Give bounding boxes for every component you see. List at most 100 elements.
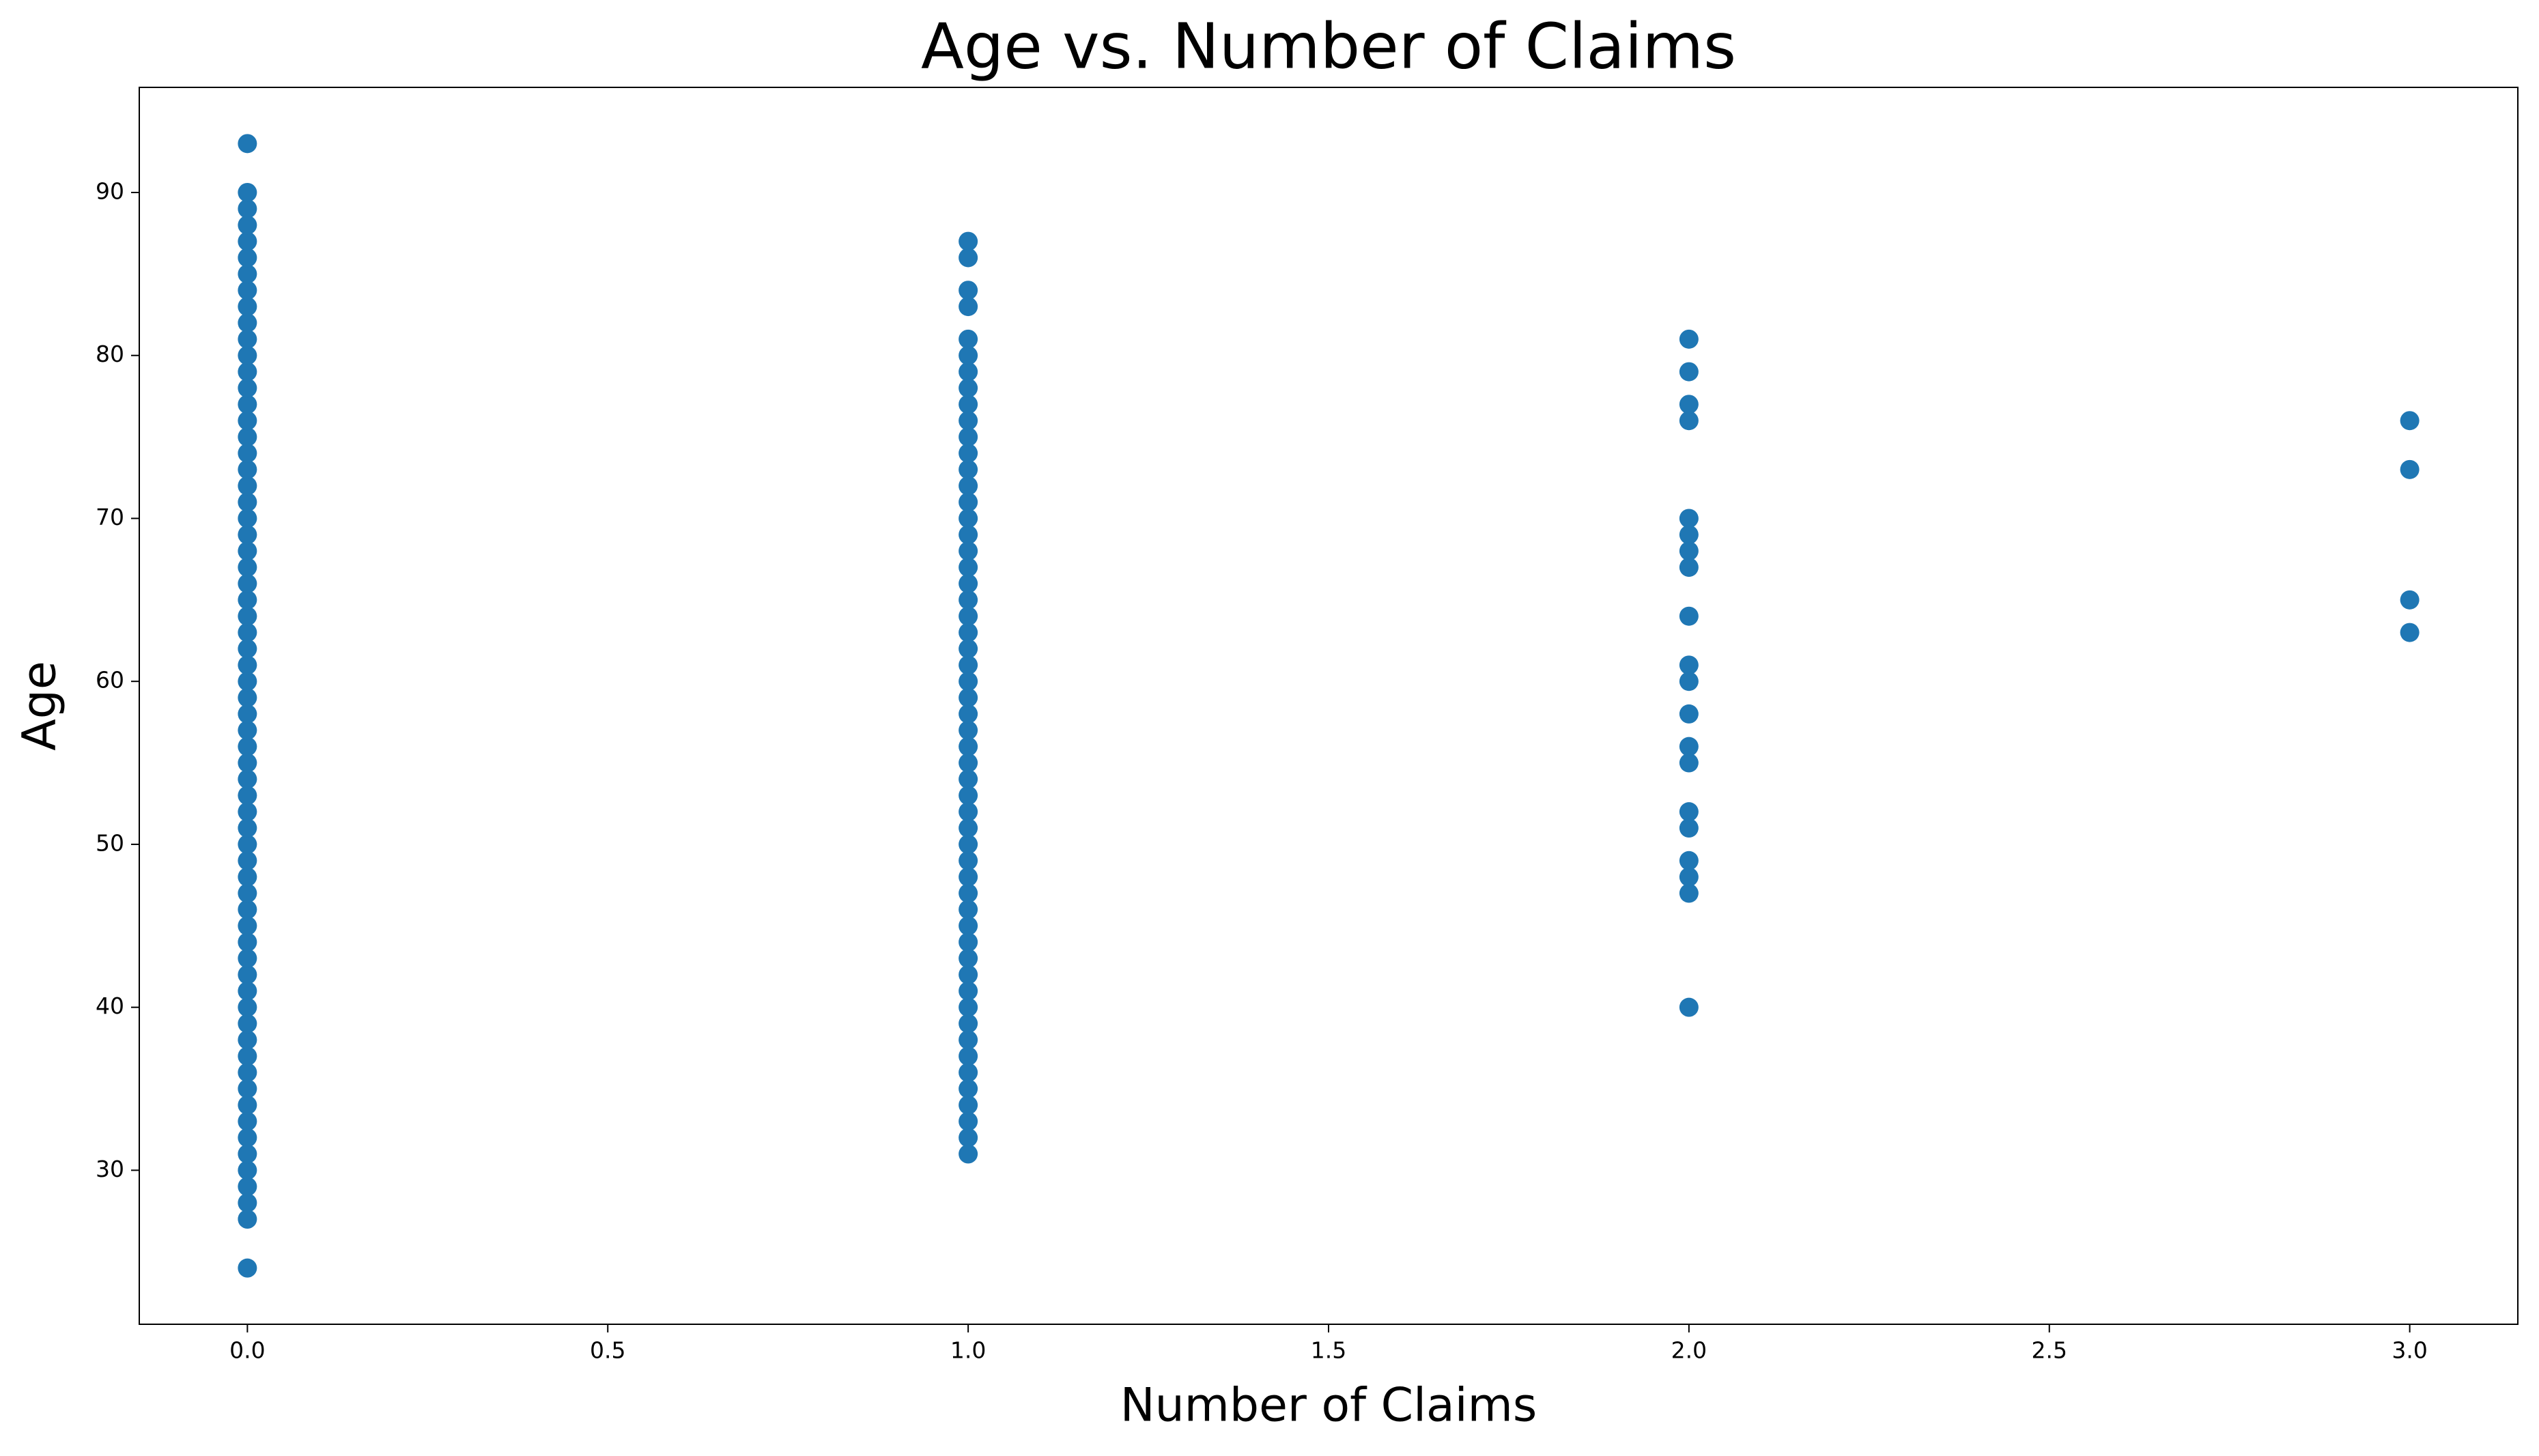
scatter-point: [959, 411, 978, 431]
scatter-point: [238, 525, 257, 545]
scatter-point: [238, 1030, 257, 1050]
scatter-point: [959, 558, 978, 577]
scatter-point: [238, 215, 257, 235]
scatter-point: [959, 623, 978, 642]
scatter-point: [959, 345, 978, 365]
scatter-point: [238, 1128, 257, 1147]
x-tick-label: 0.5: [590, 1337, 625, 1364]
scatter-point: [959, 492, 978, 512]
y-tick-label: 80: [96, 341, 124, 367]
y-tick-label: 30: [96, 1156, 124, 1182]
scatter-point: [238, 834, 257, 854]
scatter-point: [959, 1063, 978, 1083]
scatter-point: [959, 769, 978, 789]
scatter-point: [959, 720, 978, 740]
scatter-point: [238, 965, 257, 984]
scatter-point: [238, 182, 257, 202]
scatter-point: [1679, 395, 1699, 414]
scatter-point: [1679, 867, 1699, 887]
scatter-point: [1679, 997, 1699, 1017]
scatter-point: [238, 851, 257, 870]
scatter-point: [238, 541, 257, 561]
scatter-point: [238, 1111, 257, 1131]
scatter-point: [1679, 753, 1699, 773]
scatter-point: [1679, 802, 1699, 822]
scatter-point: [959, 427, 978, 447]
scatter-point: [1679, 329, 1699, 349]
x-tick-label: 0.0: [229, 1337, 265, 1364]
scatter-point: [238, 883, 257, 903]
scatter-point: [959, 753, 978, 773]
scatter-point: [238, 1095, 257, 1115]
scatter-point: [238, 1193, 257, 1213]
scatter-point: [238, 476, 257, 496]
scatter-point: [238, 492, 257, 512]
scatter-point: [238, 590, 257, 610]
scatter-point: [959, 834, 978, 854]
scatter-point: [238, 231, 257, 251]
scatter-point: [959, 1030, 978, 1050]
scatter-point: [959, 395, 978, 414]
scatter-point: [238, 802, 257, 822]
scatter-point: [238, 704, 257, 724]
scatter-point: [959, 378, 978, 398]
scatter-point: [238, 981, 257, 1001]
x-tick-label: 2.5: [2032, 1337, 2067, 1364]
scatter-point: [1679, 818, 1699, 838]
scatter-point: [2400, 590, 2420, 610]
plot-frame: [139, 87, 2519, 1325]
scatter-point: [1679, 672, 1699, 691]
y-tick-label: 90: [96, 177, 124, 204]
scatter-point: [959, 573, 978, 593]
scatter-point: [1679, 883, 1699, 903]
scatter-point: [959, 1095, 978, 1115]
scatter-point: [959, 1014, 978, 1033]
scatter-point: [238, 786, 257, 805]
scatter-point: [238, 932, 257, 952]
scatter-point: [238, 818, 257, 838]
scatter-point: [238, 1258, 257, 1278]
scatter-point: [1679, 541, 1699, 561]
x-axis-label: Number of Claims: [1120, 1379, 1537, 1433]
scatter-point: [959, 329, 978, 349]
y-tick-label: 40: [96, 993, 124, 1019]
scatter-point: [959, 981, 978, 1001]
scatter-point: [238, 427, 257, 447]
x-tick-label: 1.0: [950, 1337, 986, 1364]
scatter-point: [238, 900, 257, 919]
scatter-point: [959, 672, 978, 691]
scatter-point: [959, 916, 978, 936]
scatter-point: [959, 297, 978, 317]
scatter-point: [959, 231, 978, 251]
scatter-point: [1679, 525, 1699, 545]
scatter-point: [959, 851, 978, 870]
x-tick-label: 1.5: [1311, 1337, 1346, 1364]
scatter-point: [959, 606, 978, 626]
scatter-point: [959, 932, 978, 952]
scatter-point: [959, 737, 978, 756]
scatter-point: [238, 362, 257, 382]
scatter-point: [238, 264, 257, 284]
scatter-point: [238, 411, 257, 431]
scatter-point: [1679, 851, 1699, 870]
scatter-point: [1679, 737, 1699, 756]
scatter-point: [1679, 362, 1699, 382]
scatter-point: [959, 362, 978, 382]
scatter-point: [238, 313, 257, 332]
scatter-point: [959, 786, 978, 805]
scatter-point: [238, 672, 257, 691]
scatter-point: [1679, 411, 1699, 431]
scatter-point: [238, 1046, 257, 1066]
y-tick-label: 50: [96, 829, 124, 856]
scatter-point: [959, 818, 978, 838]
scatter-point: [238, 606, 257, 626]
scatter-point: [238, 329, 257, 349]
scatter-point: [238, 949, 257, 969]
scatter-point: [2400, 623, 2420, 642]
scatter-point: [238, 688, 257, 708]
scatter-point: [959, 1144, 978, 1164]
scatter-point: [238, 443, 257, 463]
scatter-point: [238, 1210, 257, 1229]
scatter-point: [238, 1144, 257, 1164]
